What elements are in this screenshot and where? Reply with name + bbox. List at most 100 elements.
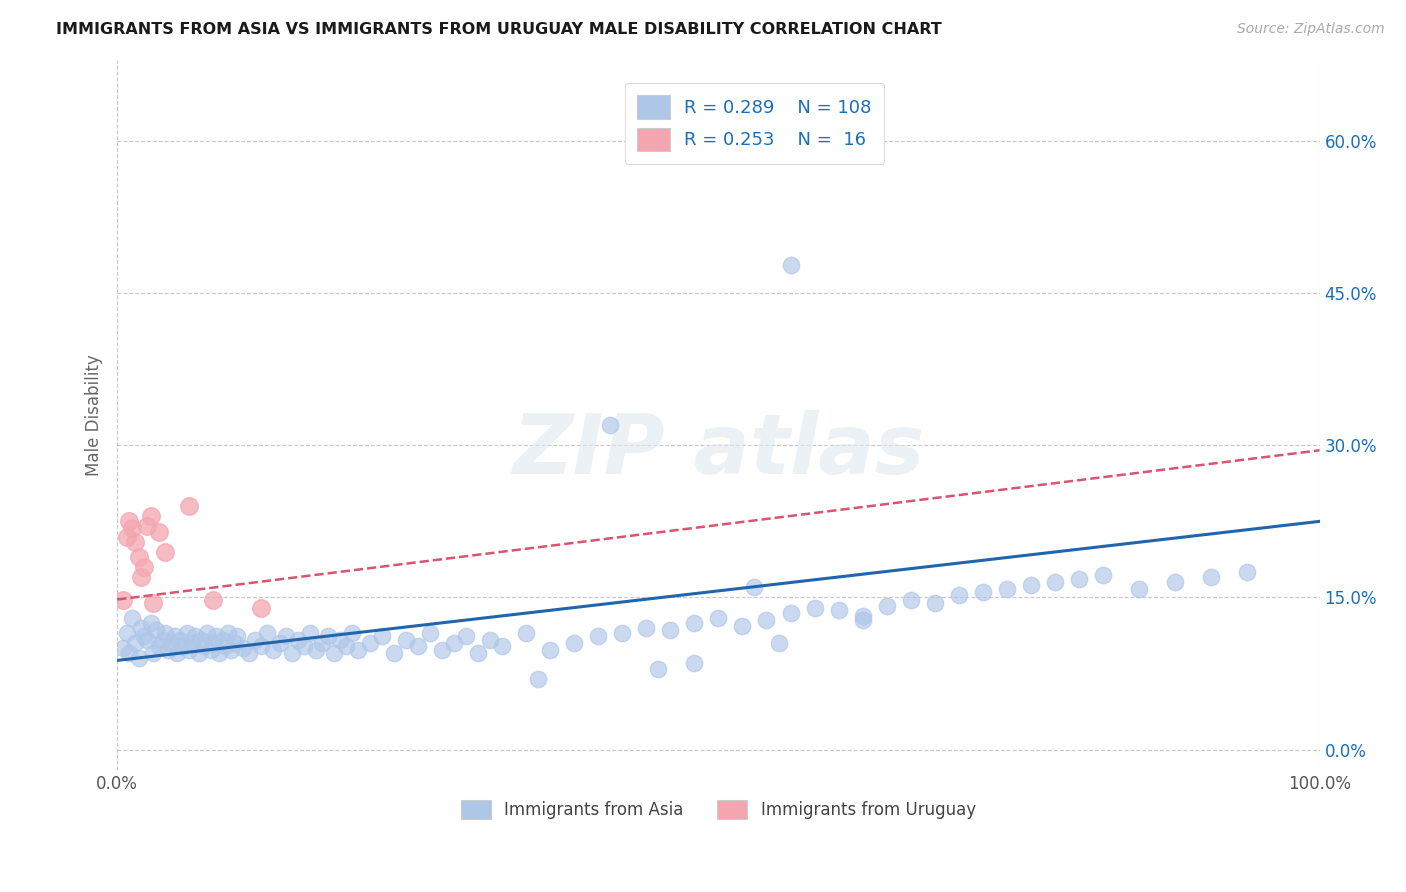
Point (612, 626, 634, 640)
Point (1236, 565, 1258, 579)
Point (208, 646, 231, 660)
Point (202, 592, 225, 607)
Point (128, 549, 150, 564)
Point (298, 626, 321, 640)
Point (214, 639, 236, 653)
Point (586, 629, 609, 643)
Point (112, 592, 135, 607)
Point (744, 580, 766, 594)
Point (172, 639, 194, 653)
Point (538, 643, 561, 657)
Point (128, 651, 150, 665)
Point (129, 621, 152, 635)
Point (1043, 575, 1066, 590)
Point (217, 626, 239, 640)
Point (250, 639, 273, 653)
Point (115, 530, 138, 544)
Point (152, 633, 174, 648)
Point (768, 636, 790, 650)
Y-axis label: Male Disability: Male Disability (86, 354, 103, 475)
Point (454, 629, 477, 643)
Point (443, 636, 465, 650)
Text: IMMIGRANTS FROM ASIA VS IMMIGRANTS FROM URUGUAY MALE DISABILITY CORRELATION CHAR: IMMIGRANTS FROM ASIA VS IMMIGRANTS FROM … (56, 22, 942, 37)
Point (562, 636, 585, 650)
Point (527, 672, 550, 686)
Point (226, 629, 249, 643)
Point (136, 633, 159, 648)
Point (900, 592, 922, 607)
Point (292, 639, 315, 653)
Point (972, 585, 994, 599)
Point (245, 633, 267, 648)
Point (263, 643, 285, 657)
Point (132, 629, 155, 643)
Point (221, 643, 243, 657)
Point (995, 582, 1018, 597)
Point (803, 600, 825, 615)
Point (659, 623, 682, 637)
Text: ZIP atlas: ZIP atlas (512, 409, 925, 491)
Point (148, 524, 170, 539)
Text: Source: ZipAtlas.com: Source: ZipAtlas.com (1237, 22, 1385, 37)
Point (683, 615, 706, 630)
Point (129, 570, 152, 584)
Point (370, 629, 392, 643)
Point (142, 596, 165, 610)
Point (193, 639, 215, 653)
Point (515, 626, 537, 640)
Point (188, 646, 211, 660)
Legend: Immigrants from Asia, Immigrants from Uruguay: Immigrants from Asia, Immigrants from Ur… (454, 793, 983, 826)
Point (636, 621, 658, 635)
Point (852, 613, 875, 627)
Point (169, 633, 191, 648)
Point (142, 646, 165, 660)
Point (212, 633, 235, 648)
Point (924, 596, 946, 610)
Point (382, 646, 405, 660)
Point (876, 599, 898, 613)
Point (280, 646, 302, 660)
Point (121, 611, 143, 625)
Point (755, 613, 778, 627)
Point (195, 626, 218, 640)
Point (200, 643, 222, 657)
Point (232, 641, 254, 656)
Point (118, 514, 141, 528)
Point (256, 626, 278, 640)
Point (155, 545, 177, 559)
Point (731, 619, 754, 633)
Point (132, 560, 155, 574)
Point (419, 626, 441, 640)
Point (852, 608, 875, 623)
Point (166, 646, 188, 660)
Point (179, 643, 201, 657)
Point (238, 646, 260, 660)
Point (395, 633, 418, 648)
Point (179, 499, 201, 513)
Point (707, 611, 730, 625)
Point (136, 519, 159, 533)
Point (406, 639, 429, 653)
Point (180, 636, 202, 650)
Point (156, 643, 179, 657)
Point (335, 639, 357, 653)
Point (202, 636, 225, 650)
Point (145, 623, 167, 637)
Point (647, 661, 669, 675)
Point (184, 629, 207, 643)
Point (269, 636, 291, 650)
Point (322, 646, 344, 660)
Point (224, 636, 246, 650)
Point (316, 629, 339, 643)
Point (1092, 568, 1115, 582)
Point (1201, 570, 1223, 584)
Point (148, 639, 170, 653)
Point (190, 633, 212, 648)
Point (478, 633, 501, 648)
Point (115, 626, 138, 640)
Point (204, 629, 226, 643)
Point (124, 636, 146, 650)
Point (1164, 575, 1187, 590)
Point (304, 643, 326, 657)
Point (155, 626, 177, 640)
